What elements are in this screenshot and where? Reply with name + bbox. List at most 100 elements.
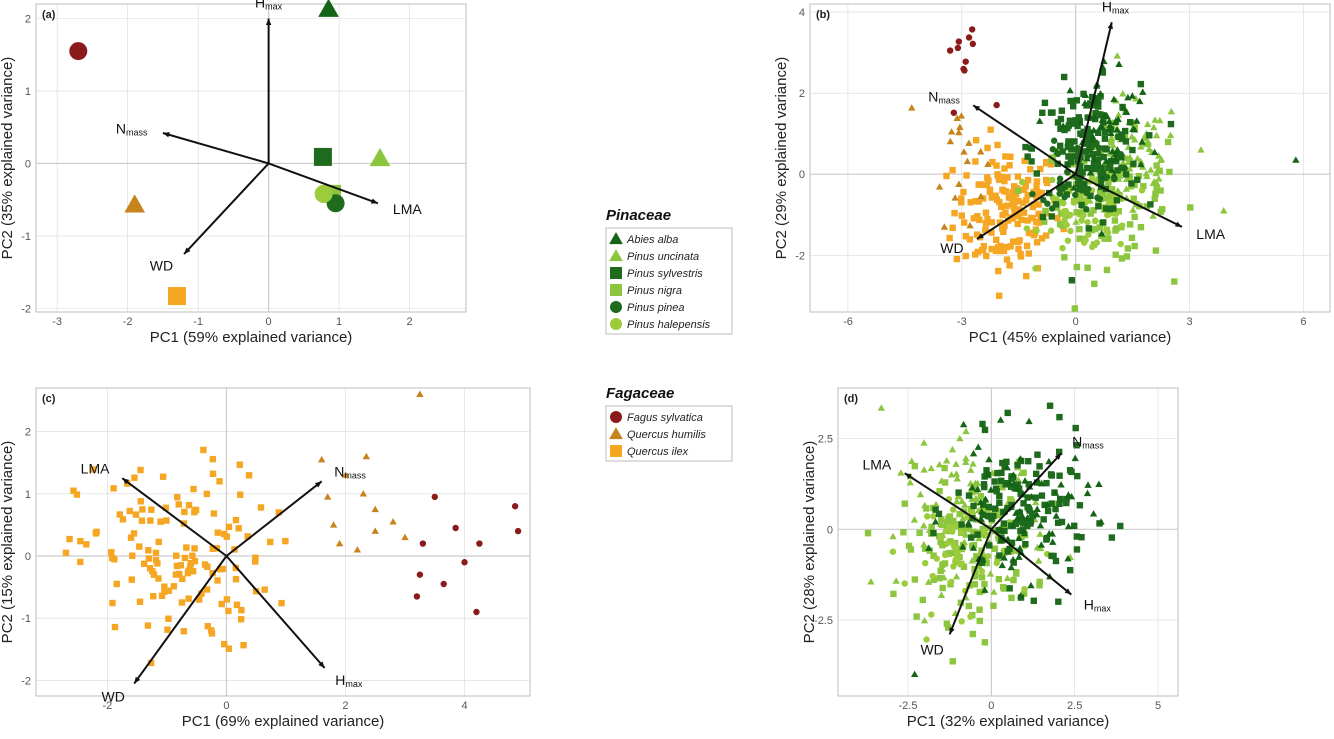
data-point-abies-alba — [1057, 481, 1065, 488]
data-point-pinus-sylvestris — [1068, 277, 1076, 284]
data-point-pinus-uncinata — [975, 534, 983, 542]
data-point-pinus-sylvestris — [1025, 457, 1032, 465]
data-point-quercus-ilex — [173, 552, 180, 559]
data-point-pinus-sylvestris — [1080, 90, 1087, 98]
loading-arrow-lma — [904, 472, 992, 531]
data-point-quercus-ilex — [977, 181, 984, 188]
data-point-pinus-halepensis — [1093, 239, 1101, 246]
data-point-pinus-pinea — [1054, 150, 1062, 158]
data-point-pinus-pinea — [1056, 190, 1063, 197]
data-point-quercus-ilex — [198, 590, 205, 597]
data-point-pinus-uncinata — [1119, 90, 1127, 97]
data-point-pinus-sylvestris — [1128, 180, 1135, 187]
data-point-pinus-uncinata — [877, 404, 886, 411]
data-point-quercus-ilex — [138, 517, 146, 524]
data-point-pinus-pinea — [1044, 200, 1051, 207]
data-point-quercus-ilex — [174, 494, 181, 501]
data-point-quercus-ilex — [161, 588, 168, 595]
data-point-quercus-ilex — [980, 242, 988, 250]
x-tick-label: 0 — [266, 316, 272, 328]
data-point-pinus-uncinata — [1155, 175, 1163, 182]
data-point-pinus-uncinata — [1152, 131, 1161, 139]
data-point-quercus-ilex — [223, 533, 230, 540]
data-point-pinus-sylvestris — [1066, 467, 1074, 474]
data-point-quercus-ilex — [203, 586, 211, 593]
data-point-pinus-sylvestris — [1089, 150, 1097, 158]
data-point-quercus-ilex — [282, 537, 289, 545]
data-point-quercus-ilex — [1024, 176, 1032, 184]
data-point-abies-alba — [1015, 534, 1023, 541]
data-point-pinus-uncinata — [932, 500, 940, 508]
data-point-pinus-uncinata — [962, 458, 970, 465]
data-point-pinus-nigra — [1008, 594, 1015, 602]
data-point-pinus-halepensis — [1104, 211, 1111, 219]
data-point-quercus-ilex — [244, 533, 251, 540]
data-point-pinus-nigra — [1049, 154, 1057, 161]
data-point-quercus-ilex — [70, 487, 77, 494]
data-point-pinus-nigra — [930, 576, 937, 584]
data-point-pinus-sylvestris — [994, 469, 1001, 477]
data-point-pinus-nigra — [1073, 209, 1080, 216]
data-point-pinus-pinea — [1049, 146, 1057, 153]
data-point-pinus-sylvestris — [1025, 505, 1032, 512]
data-point-pinus-halepensis — [1067, 211, 1074, 219]
data-point-pinus-nigra — [919, 596, 926, 604]
data-point-quercus-ilex — [136, 543, 143, 550]
data-point-pinus-uncinata — [1124, 158, 1132, 166]
data-point-pinus-pinea — [1026, 144, 1034, 152]
data-point-pinus-sylvestris — [1041, 501, 1048, 509]
data-point-pinus-sylvestris — [1096, 112, 1104, 119]
data-point-fagus-sylvatica — [413, 593, 421, 600]
data-point-pinus-sylvestris — [1086, 129, 1093, 137]
data-point-quercus-ilex — [983, 181, 991, 189]
data-point-quercus-ilex — [62, 549, 70, 557]
data-point-quercus-ilex — [236, 461, 243, 468]
data-point-quercus-ilex — [1030, 201, 1038, 208]
data-point-quercus-humilis — [946, 137, 955, 145]
data-point-pinus-nigra — [1087, 210, 1094, 217]
data-point-pinus-uncinata — [1100, 191, 1108, 198]
data-point-quercus-ilex — [147, 517, 154, 524]
data-point-abies-alba — [1113, 126, 1121, 133]
data-point-quercus-humilis — [947, 128, 956, 135]
data-point-abies-alba — [1051, 489, 1060, 496]
data-point-pinus-sylvestris — [1039, 213, 1047, 221]
data-point-pinus-uncinata — [1153, 179, 1161, 187]
data-point-pinus-halepensis — [1064, 237, 1072, 244]
data-point-pinus-sylvestris — [958, 521, 965, 528]
data-point-pinus-sylvestris — [970, 502, 977, 510]
data-point-fagus-sylvatica — [954, 44, 962, 52]
data-point-pinus-sylvestris — [932, 506, 939, 513]
data-point-pinus-uncinata — [906, 478, 914, 486]
data-point-pinus-nigra — [939, 584, 946, 592]
data-point-fagus-sylvatica — [419, 540, 427, 547]
data-point-abies-alba — [1124, 93, 1132, 101]
data-point-pinus-halepensis — [1032, 265, 1039, 272]
data-point-abies-alba — [997, 527, 1006, 534]
data-point-quercus-ilex — [245, 472, 253, 479]
data-point-pinus-nigra — [1140, 183, 1147, 190]
data-point-quercus-ilex — [221, 640, 228, 648]
data-point-quercus-ilex — [190, 485, 197, 493]
data-point-pinus-uncinata — [1115, 172, 1124, 179]
data-point-quercus-ilex — [1000, 228, 1007, 235]
data-point-pinus-nigra — [1036, 582, 1043, 589]
data-point-quercus-ilex — [970, 215, 978, 222]
data-point-pinus-sylvestris — [1014, 481, 1021, 488]
data-point-abies-alba — [976, 498, 985, 506]
data-point-quercus-ilex — [162, 504, 170, 512]
data-point-pinus-halepensis — [933, 555, 940, 562]
data-point-fagus-sylvatica — [69, 42, 88, 61]
data-point-pinus-sylvestris — [1004, 409, 1011, 417]
data-point-pinus-sylvestris — [1020, 500, 1027, 507]
data-point-pinus-nigra — [911, 462, 919, 470]
data-point-pinus-sylvestris — [1119, 135, 1126, 142]
data-point-pinus-uncinata — [962, 531, 970, 538]
x-tick-label: -3 — [52, 316, 62, 328]
loading-label-lma: LMA — [1196, 226, 1225, 242]
data-point-pinus-halepensis — [1117, 240, 1124, 248]
data-point-pinus-halepensis — [946, 523, 954, 531]
data-point-quercus-ilex — [186, 563, 194, 571]
data-point-pinus-sylvestris — [1054, 519, 1062, 526]
